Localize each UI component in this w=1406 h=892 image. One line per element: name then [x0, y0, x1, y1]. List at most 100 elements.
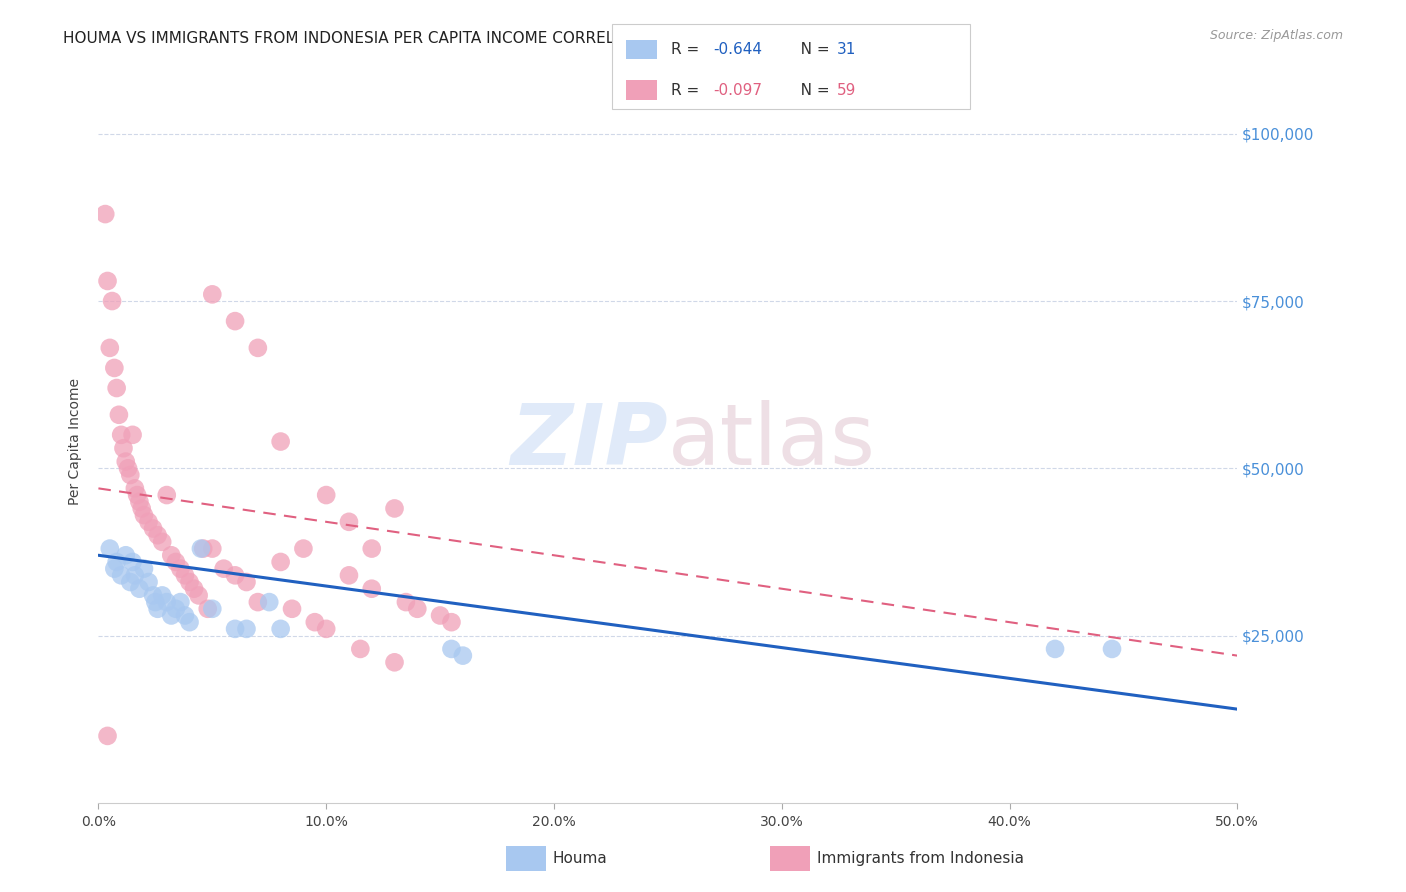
Point — [160, 608, 183, 623]
Point — [201, 541, 224, 556]
Point — [1043, 642, 1066, 657]
Point — [169, 595, 191, 609]
Point — [197, 602, 219, 616]
Point — [150, 534, 173, 549]
Point — [145, 595, 167, 609]
Text: N =: N = — [786, 83, 834, 98]
Point — [187, 589, 209, 603]
Point — [98, 341, 121, 355]
Point — [360, 541, 382, 556]
Point — [406, 602, 429, 616]
Point — [315, 488, 337, 502]
Point — [315, 622, 337, 636]
Text: -0.097: -0.097 — [713, 83, 762, 98]
Point — [132, 562, 155, 576]
Text: R =: R = — [671, 42, 704, 57]
Point — [146, 602, 169, 616]
Point — [337, 515, 360, 529]
Point — [120, 575, 142, 590]
Point — [110, 568, 132, 582]
Point — [212, 562, 235, 576]
Point — [103, 562, 125, 576]
Point — [270, 555, 292, 569]
Point — [156, 595, 179, 609]
Text: HOUMA VS IMMIGRANTS FROM INDONESIA PER CAPITA INCOME CORRELATION CHART: HOUMA VS IMMIGRANTS FROM INDONESIA PER C… — [63, 31, 717, 46]
Point — [160, 548, 183, 563]
Point — [193, 541, 215, 556]
Point — [201, 602, 224, 616]
Point — [108, 408, 131, 422]
Point — [165, 555, 187, 569]
Point — [360, 582, 382, 596]
Point — [128, 582, 150, 596]
Text: Source: ZipAtlas.com: Source: ZipAtlas.com — [1209, 29, 1343, 42]
Point — [105, 555, 128, 569]
Point — [224, 568, 246, 582]
Text: Immigrants from Indonesia: Immigrants from Indonesia — [817, 851, 1024, 865]
Point — [451, 648, 474, 663]
Text: R =: R = — [671, 83, 704, 98]
Point — [246, 595, 269, 609]
Point — [128, 494, 150, 508]
Point — [190, 541, 212, 556]
Point — [281, 602, 304, 616]
Text: N =: N = — [786, 42, 834, 57]
Point — [270, 622, 292, 636]
Point — [124, 568, 146, 582]
Point — [337, 568, 360, 582]
Point — [117, 461, 139, 475]
Point — [429, 608, 451, 623]
Point — [384, 655, 406, 669]
Point — [101, 293, 124, 308]
Point — [132, 508, 155, 523]
Point — [138, 515, 160, 529]
Text: 59: 59 — [837, 83, 856, 98]
Point — [142, 589, 165, 603]
Point — [384, 501, 406, 516]
Point — [169, 562, 191, 576]
Y-axis label: Per Capita Income: Per Capita Income — [69, 378, 83, 505]
Text: atlas: atlas — [668, 400, 876, 483]
Point — [440, 642, 463, 657]
Point — [165, 602, 187, 616]
Text: Houma: Houma — [553, 851, 607, 865]
Point — [127, 488, 149, 502]
Point — [124, 482, 146, 496]
Point — [156, 488, 179, 502]
Point — [121, 555, 143, 569]
Point — [103, 361, 125, 376]
Point — [201, 287, 224, 301]
Text: ZIP: ZIP — [510, 400, 668, 483]
Point — [114, 548, 136, 563]
Point — [121, 427, 143, 442]
Text: -0.644: -0.644 — [713, 42, 762, 57]
Point — [114, 454, 136, 469]
Point — [179, 615, 201, 630]
Point — [179, 575, 201, 590]
Point — [224, 622, 246, 636]
Point — [292, 541, 315, 556]
Text: 31: 31 — [837, 42, 856, 57]
Point — [98, 541, 121, 556]
Point — [259, 595, 281, 609]
Point — [246, 341, 269, 355]
Point — [142, 521, 165, 535]
Point — [94, 207, 117, 221]
Point — [131, 501, 153, 516]
Point — [304, 615, 326, 630]
Point — [183, 582, 205, 596]
Point — [105, 381, 128, 395]
Point — [235, 575, 257, 590]
Point — [174, 568, 197, 582]
Point — [1101, 642, 1123, 657]
Point — [96, 729, 118, 743]
Point — [395, 595, 418, 609]
Point — [235, 622, 257, 636]
Point — [224, 314, 246, 328]
Point — [349, 642, 371, 657]
Point — [440, 615, 463, 630]
Point — [146, 528, 169, 542]
Point — [120, 467, 142, 482]
Point — [150, 589, 173, 603]
Point — [138, 575, 160, 590]
